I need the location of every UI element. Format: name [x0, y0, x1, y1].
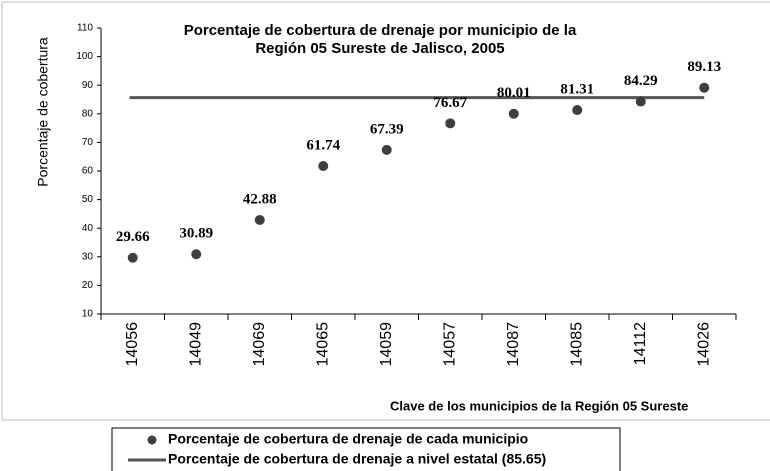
- data-label: 81.31: [560, 81, 594, 97]
- data-label: 42.88: [243, 191, 277, 207]
- chart-title: Región 05 Sureste de Jalisco, 2005: [255, 40, 504, 57]
- y-tick-label: 70: [82, 137, 94, 148]
- data-point: [254, 214, 265, 225]
- data-point: [127, 252, 138, 263]
- x-axis-label: Clave de los municipios de la Región 05 …: [390, 398, 688, 413]
- data-point: [445, 118, 456, 129]
- data-label: 61.74: [306, 137, 340, 153]
- y-tick-label: 80: [82, 108, 94, 119]
- data-point: [318, 161, 329, 172]
- data-point: [635, 96, 646, 107]
- data-label: 84.29: [624, 73, 658, 89]
- data-point: [508, 108, 519, 119]
- data-label: 30.89: [179, 226, 213, 242]
- y-tick-label: 110: [77, 23, 93, 34]
- y-tick-label: 90: [82, 80, 94, 91]
- x-tick-label: 14056: [124, 322, 141, 367]
- y-tick-label: 100: [76, 51, 93, 62]
- data-label: 89.13: [687, 59, 721, 75]
- data-label: 76.67: [433, 95, 467, 111]
- x-tick-label: 14112: [632, 322, 649, 365]
- y-tick-label: 10: [82, 309, 94, 320]
- x-tick-label: 14057: [441, 322, 458, 367]
- y-tick-label: 40: [82, 223, 94, 234]
- data-point: [699, 82, 710, 93]
- data-point: [381, 144, 392, 155]
- x-tick-label: 14026: [695, 322, 712, 367]
- data-label: 80.01: [497, 85, 531, 101]
- legend-box: [111, 427, 621, 471]
- data-point: [191, 249, 202, 260]
- data-label: 67.39: [370, 121, 404, 137]
- x-tick-label: 14059: [378, 322, 395, 367]
- x-tick-label: 14085: [568, 322, 585, 367]
- y-tick-label: 30: [82, 251, 94, 262]
- data-label: 29.66: [116, 229, 150, 245]
- x-tick-label: 14069: [251, 322, 268, 367]
- chart-frame: [1, 1, 770, 421]
- data-point: [572, 105, 583, 116]
- legend-marker: [147, 435, 157, 445]
- chart-title: Porcentaje de cobertura de drenaje por m…: [184, 22, 577, 39]
- legend-label: Porcentaje de cobertura de drenaje a niv…: [168, 451, 546, 467]
- y-axis-label: Porcentaje de cobertura: [35, 37, 51, 187]
- x-tick-label: 14087: [505, 322, 522, 367]
- y-tick-label: 20: [82, 280, 94, 291]
- legend-label: Porcentaje de cobertura de drenaje de ca…: [168, 431, 528, 447]
- y-tick-label: 60: [82, 166, 94, 177]
- x-tick-label: 14049: [187, 322, 204, 367]
- x-tick-label: 14065: [314, 322, 331, 367]
- y-tick-label: 50: [82, 194, 94, 205]
